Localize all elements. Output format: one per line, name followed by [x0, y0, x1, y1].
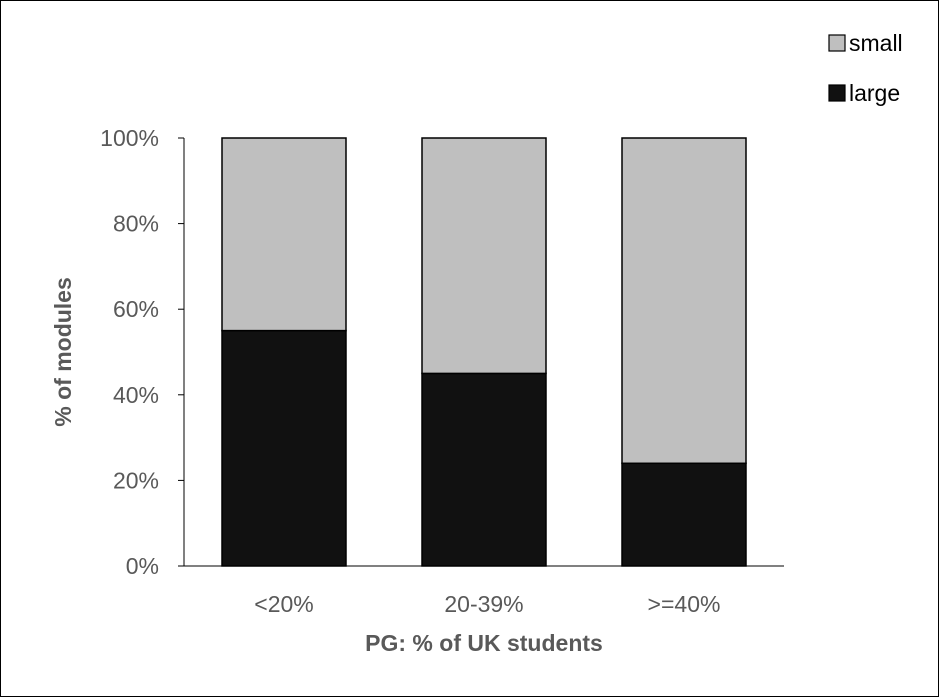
bar-small-1	[421, 137, 547, 375]
bar-large-0	[221, 329, 347, 567]
y-ticks: 0% 20% 40% 60% 80% 100%	[100, 125, 184, 579]
x-tick-label-2: >=40%	[648, 591, 721, 617]
legend-swatch-small	[828, 34, 846, 52]
legend-label-large: large	[849, 80, 900, 106]
x-ticks: <20% 20-39% >=40%	[254, 591, 720, 617]
bar-small-2	[621, 137, 747, 465]
y-tick-label-5: 100%	[100, 125, 159, 151]
y-axis-title: % of modules	[50, 277, 76, 427]
legend: small large	[828, 30, 903, 106]
x-tick-label-0: <20%	[254, 591, 313, 617]
y-tick-label-3: 60%	[113, 296, 159, 322]
x-axis-title: PG: % of UK students	[365, 630, 603, 656]
y-tick-label-4: 80%	[113, 211, 159, 237]
bars-layer	[221, 137, 747, 567]
bar-large-2	[621, 462, 747, 567]
bar-large-1	[421, 372, 547, 567]
y-tick-label-2: 40%	[113, 382, 159, 408]
legend-label-small: small	[849, 30, 903, 56]
legend-swatch-large	[828, 84, 846, 102]
x-tick-label-1: 20-39%	[444, 591, 523, 617]
y-tick-label-0: 0%	[126, 553, 159, 579]
y-tick-label-1: 20%	[113, 467, 159, 493]
bar-small-0	[221, 137, 347, 332]
